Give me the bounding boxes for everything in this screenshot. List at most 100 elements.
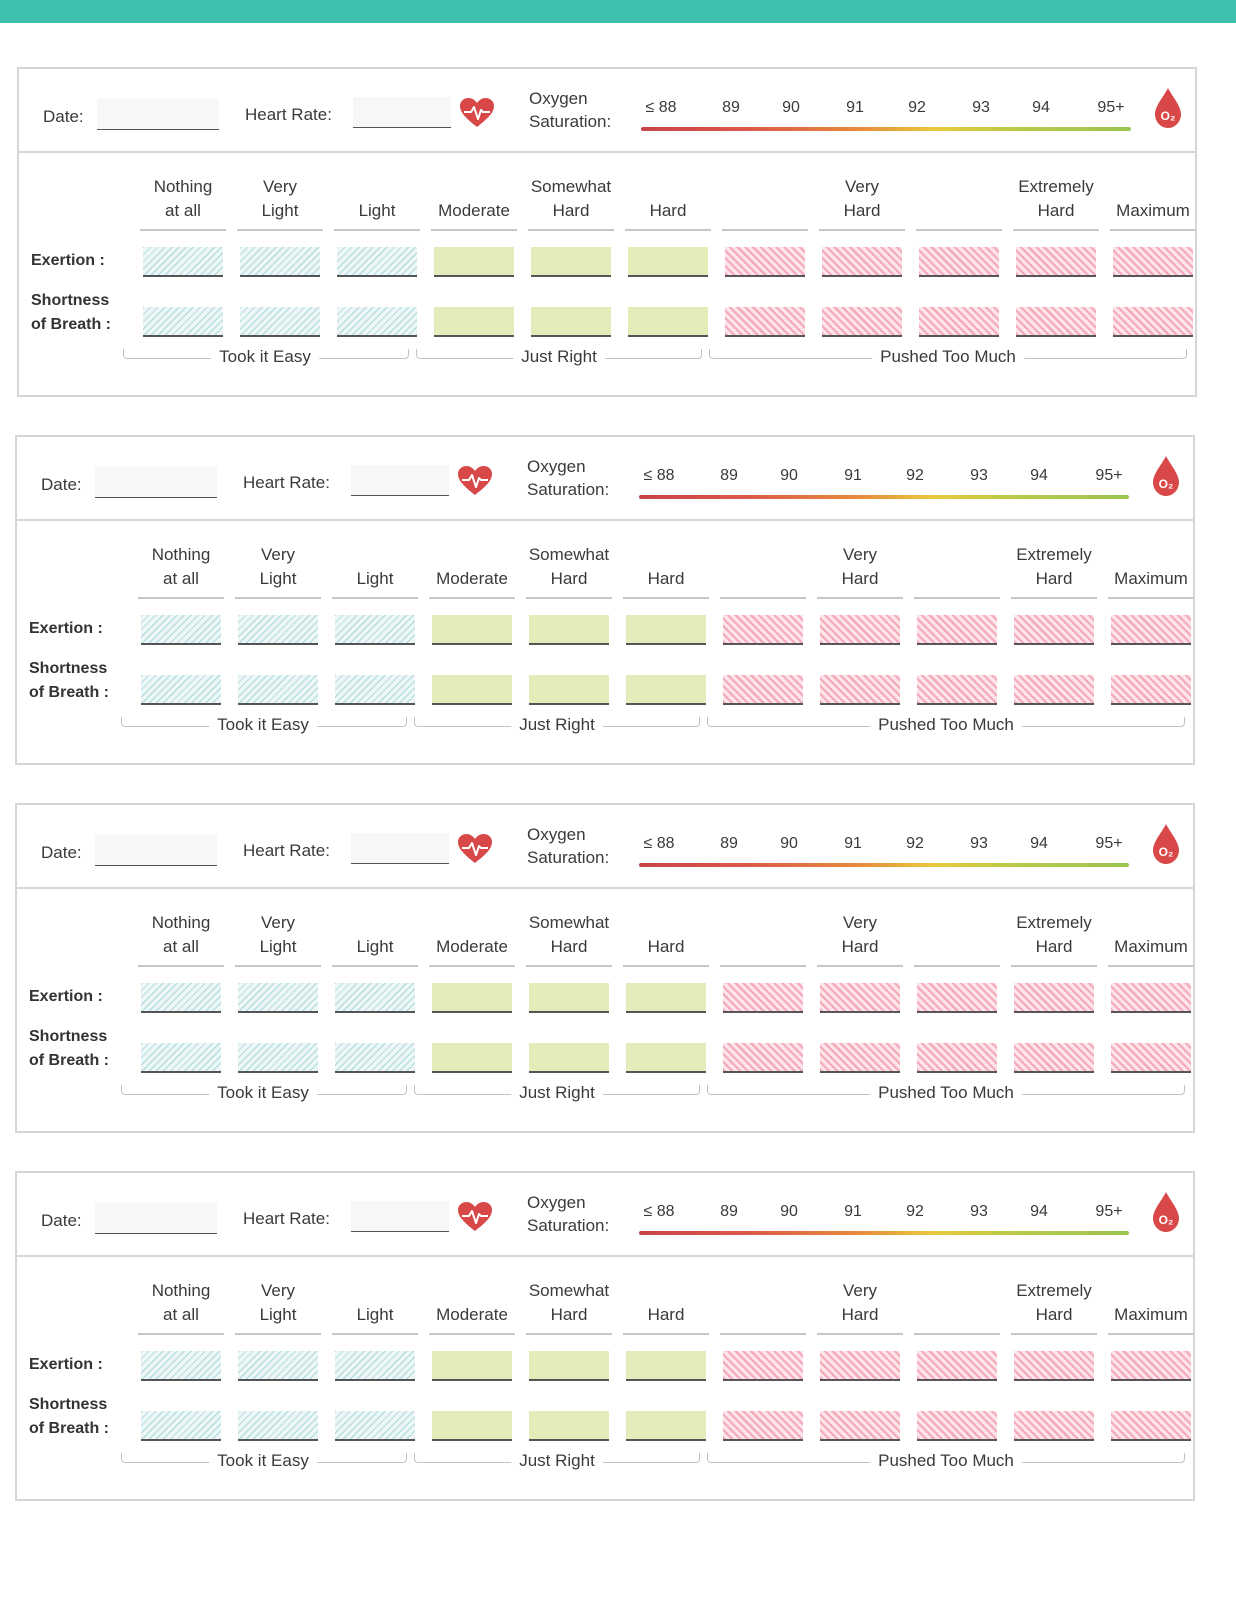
breath-rating-box[interactable] [1111,1411,1191,1441]
exertion-rating-box[interactable] [141,1351,221,1381]
breath-rating-box[interactable] [820,1411,900,1441]
saturation-tick[interactable]: 95+ [1095,1203,1123,1220]
exertion-rating-box[interactable] [432,1351,512,1381]
saturation-tick[interactable]: ≤ 88 [643,467,675,484]
saturation-tick[interactable]: 92 [908,99,926,116]
breath-rating-box[interactable] [723,1411,803,1441]
saturation-tick[interactable]: ≤ 88 [643,1203,675,1220]
exertion-rating-box[interactable] [529,1351,609,1381]
breath-rating-box[interactable] [240,307,320,337]
exertion-rating-box[interactable] [1016,247,1096,277]
breath-rating-box[interactable] [531,307,611,337]
exertion-rating-box[interactable] [335,615,415,645]
exertion-rating-box[interactable] [238,1351,318,1381]
exertion-rating-box[interactable] [529,615,609,645]
breath-rating-box[interactable] [1113,307,1193,337]
exertion-rating-box[interactable] [434,247,514,277]
exertion-rating-box[interactable] [1014,615,1094,645]
exertion-rating-box[interactable] [919,247,999,277]
breath-rating-box[interactable] [141,1043,221,1073]
saturation-tick[interactable]: 94 [1030,835,1048,852]
exertion-rating-box[interactable] [822,247,902,277]
exertion-rating-box[interactable] [238,615,318,645]
breath-rating-box[interactable] [820,1043,900,1073]
exertion-rating-box[interactable] [723,1351,803,1381]
exertion-rating-box[interactable] [820,1351,900,1381]
breath-rating-box[interactable] [1014,1411,1094,1441]
exertion-rating-box[interactable] [141,615,221,645]
heart-rate-field[interactable] [351,465,449,496]
saturation-tick[interactable]: 89 [720,835,738,852]
saturation-tick[interactable]: ≤ 88 [643,835,675,852]
exertion-rating-box[interactable] [723,983,803,1013]
exertion-rating-box[interactable] [723,615,803,645]
breath-rating-box[interactable] [1016,307,1096,337]
breath-rating-box[interactable] [141,675,221,705]
breath-rating-box[interactable] [917,1043,997,1073]
heart-rate-field[interactable] [351,833,449,864]
exertion-rating-box[interactable] [917,1351,997,1381]
saturation-tick[interactable]: ≤ 88 [645,99,677,116]
breath-rating-box[interactable] [141,1411,221,1441]
exertion-rating-box[interactable] [626,615,706,645]
exertion-rating-box[interactable] [917,983,997,1013]
exertion-rating-box[interactable] [1113,247,1193,277]
exertion-rating-box[interactable] [432,615,512,645]
breath-rating-box[interactable] [529,1043,609,1073]
heart-rate-field[interactable] [351,1201,449,1232]
breath-rating-box[interactable] [432,1043,512,1073]
saturation-tick[interactable]: 90 [782,99,800,116]
saturation-tick[interactable]: 94 [1030,1203,1048,1220]
exertion-rating-box[interactable] [917,615,997,645]
exertion-rating-box[interactable] [335,983,415,1013]
exertion-rating-box[interactable] [531,247,611,277]
exertion-rating-box[interactable] [725,247,805,277]
breath-rating-box[interactable] [432,675,512,705]
breath-rating-box[interactable] [723,675,803,705]
saturation-tick[interactable]: 91 [844,467,862,484]
breath-rating-box[interactable] [143,307,223,337]
saturation-tick[interactable]: 90 [780,835,798,852]
breath-rating-box[interactable] [917,675,997,705]
exertion-rating-box[interactable] [626,1351,706,1381]
saturation-tick[interactable]: 94 [1032,99,1050,116]
saturation-tick[interactable]: 95+ [1095,467,1123,484]
exertion-rating-box[interactable] [432,983,512,1013]
breath-rating-box[interactable] [919,307,999,337]
breath-rating-box[interactable] [723,1043,803,1073]
exertion-rating-box[interactable] [628,247,708,277]
saturation-tick[interactable]: 93 [970,1203,988,1220]
breath-rating-box[interactable] [337,307,417,337]
saturation-tick[interactable]: 89 [720,467,738,484]
saturation-tick[interactable]: 93 [970,467,988,484]
breath-rating-box[interactable] [335,1043,415,1073]
saturation-tick[interactable]: 89 [720,1203,738,1220]
saturation-tick[interactable]: 95+ [1095,835,1123,852]
exertion-rating-box[interactable] [238,983,318,1013]
breath-rating-box[interactable] [917,1411,997,1441]
date-field[interactable] [97,99,219,130]
date-field[interactable] [95,1203,217,1234]
exertion-rating-box[interactable] [626,983,706,1013]
breath-rating-box[interactable] [529,675,609,705]
breath-rating-box[interactable] [1111,675,1191,705]
breath-rating-box[interactable] [529,1411,609,1441]
saturation-tick[interactable]: 92 [906,467,924,484]
exertion-rating-box[interactable] [337,247,417,277]
breath-rating-box[interactable] [820,675,900,705]
saturation-tick[interactable]: 91 [844,1203,862,1220]
saturation-tick[interactable]: 91 [846,99,864,116]
exertion-rating-box[interactable] [335,1351,415,1381]
breath-rating-box[interactable] [434,307,514,337]
breath-rating-box[interactable] [238,1043,318,1073]
breath-rating-box[interactable] [626,1043,706,1073]
exertion-rating-box[interactable] [1014,983,1094,1013]
saturation-tick[interactable]: 90 [780,467,798,484]
breath-rating-box[interactable] [1111,1043,1191,1073]
breath-rating-box[interactable] [1014,1043,1094,1073]
breath-rating-box[interactable] [628,307,708,337]
breath-rating-box[interactable] [626,1411,706,1441]
exertion-rating-box[interactable] [1111,615,1191,645]
saturation-tick[interactable]: 90 [780,1203,798,1220]
exertion-rating-box[interactable] [529,983,609,1013]
